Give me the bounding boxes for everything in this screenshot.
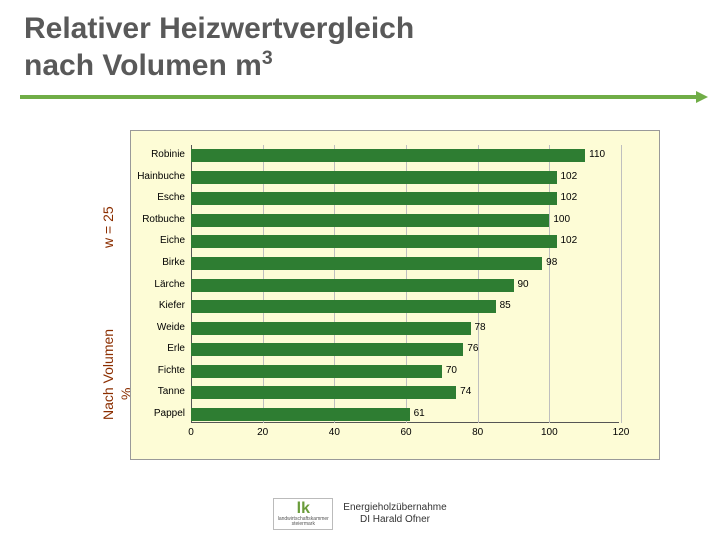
category-label: Pappel: [154, 408, 185, 419]
value-label: 102: [561, 192, 578, 203]
chart-plot-area: 020406080100120Robinie110Hainbuche102Esc…: [191, 145, 619, 423]
logo-sub2: steiermark: [292, 522, 315, 527]
category-label: Tanne: [158, 386, 185, 397]
bar: [191, 257, 542, 270]
value-label: 102: [561, 235, 578, 246]
category-label: Weide: [157, 322, 185, 333]
bar: [191, 149, 585, 162]
logo-mark: lk: [297, 501, 310, 517]
grid-line: [549, 145, 550, 423]
title-line1: Relativer Heizwertvergleich: [24, 12, 414, 45]
bar: [191, 214, 549, 227]
category-label: Lärche: [154, 279, 185, 290]
value-label: 61: [414, 408, 425, 419]
value-label: 70: [446, 365, 457, 376]
category-label: Fichte: [158, 365, 185, 376]
value-label: 74: [460, 386, 471, 397]
bar: [191, 171, 557, 184]
x-tick-label: 120: [613, 427, 630, 438]
x-tick-label: 0: [188, 427, 194, 438]
value-label: 76: [467, 343, 478, 354]
x-axis-line: [191, 422, 619, 423]
category-label: Eiche: [160, 235, 185, 246]
x-tick-label: 80: [472, 427, 483, 438]
x-tick-label: 40: [329, 427, 340, 438]
value-label: 78: [475, 322, 486, 333]
page-title: Relativer Heizwertvergleich nach Volumen…: [24, 12, 696, 83]
footer: lk landwirtschaftskammer steiermark Ener…: [0, 498, 720, 530]
bar: [191, 279, 514, 292]
bar: [191, 386, 456, 399]
category-label: Robinie: [151, 149, 185, 160]
category-label: Hainbuche: [137, 171, 185, 182]
category-label: Birke: [162, 257, 185, 268]
logo: lk landwirtschaftskammer steiermark: [273, 498, 333, 530]
title-line2-prefix: nach Volumen m: [24, 49, 262, 82]
x-tick-label: 20: [257, 427, 268, 438]
underline-arrow-icon: [696, 91, 708, 103]
x-tick-label: 60: [400, 427, 411, 438]
bar: [191, 408, 410, 421]
value-label: 100: [553, 214, 570, 225]
bar: [191, 322, 471, 335]
value-label: 98: [546, 257, 557, 268]
bar: [191, 192, 557, 205]
bar: [191, 365, 442, 378]
bar: [191, 300, 496, 313]
grid-line: [621, 145, 622, 423]
side-label-w25: w = 25: [100, 206, 116, 248]
category-label: Esche: [157, 192, 185, 203]
title-line2-sup: 3: [262, 47, 273, 69]
value-label: 102: [561, 171, 578, 182]
value-label: 90: [518, 279, 529, 290]
bar: [191, 235, 557, 248]
footer-line2: DI Harald Ofner: [343, 514, 446, 526]
category-label: Kiefer: [159, 300, 185, 311]
footer-line1: Energieholzübernahme: [343, 502, 446, 514]
bar: [191, 343, 463, 356]
x-tick-label: 100: [541, 427, 558, 438]
title-underline: [20, 95, 700, 99]
footer-text: Energieholzübernahme DI Harald Ofner: [343, 502, 446, 526]
category-label: Rotbuche: [142, 214, 185, 225]
category-label: Erle: [167, 343, 185, 354]
title-block: Relativer Heizwertvergleich nach Volumen…: [0, 0, 720, 89]
value-label: 110: [589, 149, 605, 160]
value-label: 85: [500, 300, 511, 311]
chart-container: 0 20 40 60 80 100 120 Robinie 110 Hainbuche 102 Esc…: [130, 130, 660, 460]
side-label-volumen: Nach Volumen: [100, 329, 116, 420]
